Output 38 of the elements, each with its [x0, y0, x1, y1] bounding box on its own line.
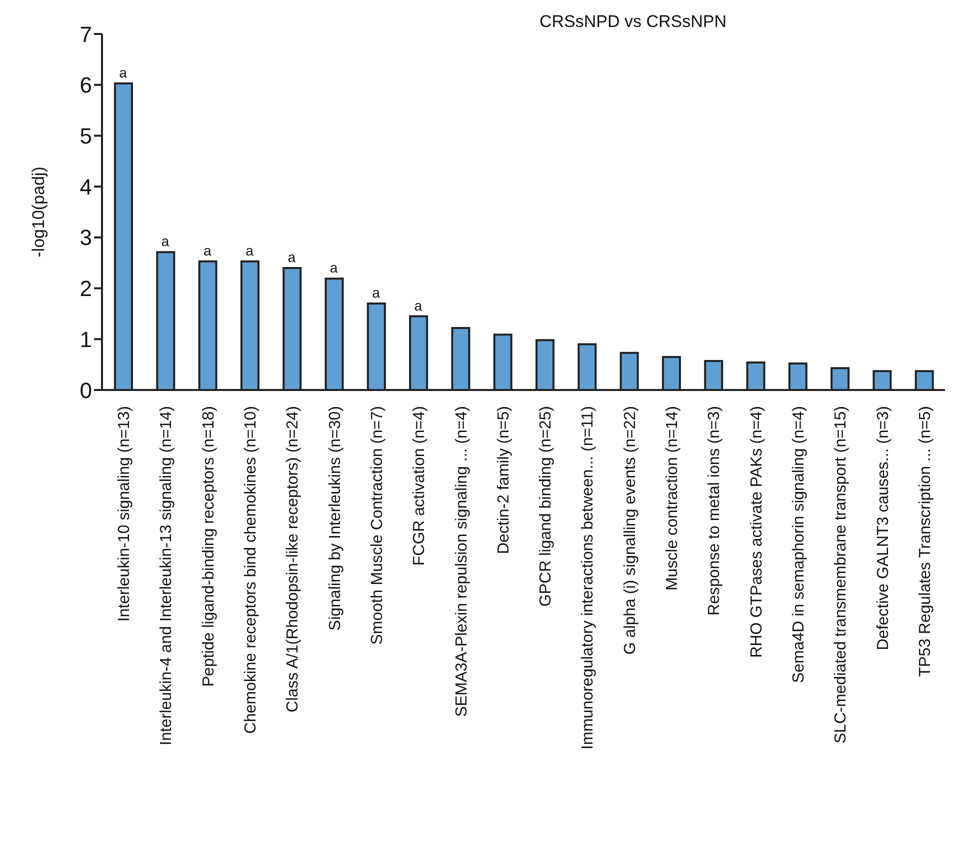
x-tick-label: Class A/1(Rhodopsin-like receptors) (n=24): [284, 406, 302, 712]
x-tick-label: Muscle contraction (n=14): [664, 406, 682, 591]
x-tick-label: Dectin-2 family (n=5): [495, 406, 512, 554]
x-tick-label: Interleukin-4 and Interleukin-13 signaling (n=14): [158, 406, 176, 746]
annotation: a: [161, 233, 170, 250]
x-tick-label: SLC-mediated transmembrane transport (n=15): [832, 406, 850, 744]
x-tick-label: G alpha (i) signalling events (n=22): [622, 406, 639, 655]
x-tick-label: SEMA3A-Plexin repulsion signaling ... (n=4): [453, 406, 470, 717]
y-tick-label: 4: [80, 174, 92, 200]
x-tick-label: GPCR ligand binding (n=25): [538, 406, 555, 607]
x-tick-label: Peptide ligand-binding receptors (n=18): [200, 406, 218, 687]
x-tick-label: Signaling by Interleukins (n=30): [326, 406, 344, 631]
x-tick-label: Chemokine receptors bind chemokines (n=10): [242, 406, 260, 734]
x-tick-label: Sema4D in semaphorin signaling (n=4): [790, 406, 808, 684]
x-tick-label: Immunoregulatory interactions between... (n=11): [580, 406, 597, 750]
x-tick-label: RHO GTPases activate PAKs (n=4): [748, 406, 766, 658]
x-tick-label: Smooth Muscle Contraction (n=7): [368, 406, 386, 645]
x-tick-label: Interleukin-10 signaling (n=13): [116, 406, 134, 622]
y-tick-label: 7: [80, 22, 92, 47]
y-axis-title: -log10(padj): [29, 166, 48, 258]
chart-title: CRSsNPD vs CRSsNPN: [538, 12, 728, 32]
y-tick-label: 2: [80, 276, 92, 302]
x-tick-label: Defective GALNT3 causes... (n=3): [874, 406, 892, 650]
annotation: a: [203, 242, 212, 258]
x-tick-label: FCGR activation (n=4): [411, 406, 428, 566]
y-tick-label: 5: [80, 124, 92, 149]
annotation: a: [414, 297, 422, 314]
annotation: a: [288, 248, 296, 265]
annotation: a: [119, 64, 128, 80]
annotation: a: [372, 284, 380, 301]
y-tick-label: 0: [80, 378, 92, 403]
y-tick-label: 3: [80, 225, 92, 250]
annotation: a: [246, 242, 254, 258]
y-tick-label: 1: [80, 326, 92, 352]
y-tick-label: 6: [80, 72, 92, 98]
annotation: a: [330, 260, 338, 276]
x-tick-label: TP53 Regulates Transcription ... (n=5): [916, 406, 934, 677]
x-tick-label: Response to metal ions (n=3): [706, 406, 724, 616]
